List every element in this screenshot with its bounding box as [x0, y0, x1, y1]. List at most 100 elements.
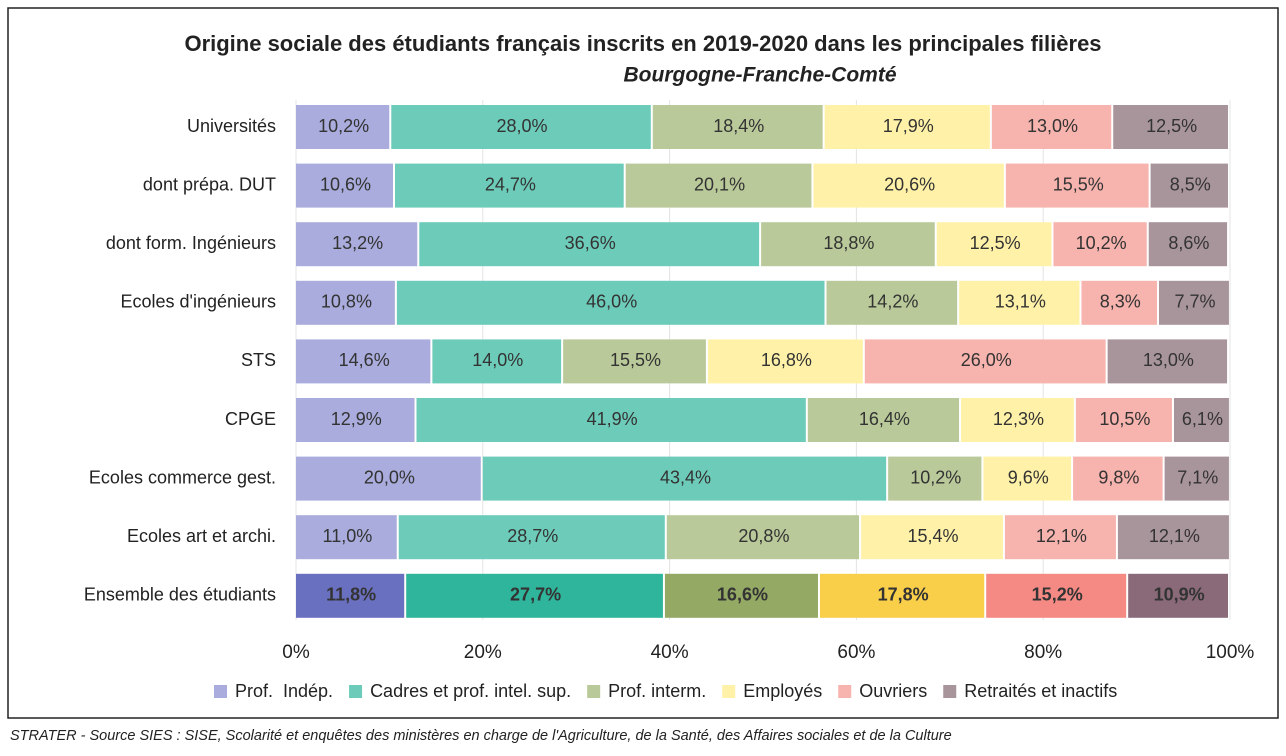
data-label: 9,6%	[1008, 467, 1049, 487]
bar-segment	[819, 573, 985, 618]
bar-segment	[983, 456, 1072, 501]
bar-segment	[482, 456, 887, 501]
bar-segment	[813, 163, 1004, 208]
bar-segment	[761, 222, 935, 267]
y-tick-label: Ecoles commerce gest.	[89, 467, 276, 487]
data-label: 12,9%	[331, 409, 382, 429]
legend-label: Cadres et prof. intel. sup.	[370, 681, 571, 701]
data-label: 8,3%	[1100, 292, 1141, 312]
data-label: 20,0%	[364, 467, 415, 487]
data-label: 12,5%	[970, 233, 1021, 253]
data-label: 7,7%	[1174, 292, 1215, 312]
source: STRATER - Source SIES : SISE, Scolarité …	[10, 728, 952, 744]
chart-title: Origine sociale des étudiants français i…	[184, 31, 1101, 56]
x-tick-label: 60%	[837, 642, 875, 663]
data-label: 14,2%	[867, 292, 918, 312]
bar-segment	[296, 573, 405, 618]
data-label: 13,1%	[995, 292, 1046, 312]
bar-segment	[1075, 398, 1172, 442]
x-tick-label: 80%	[1024, 642, 1062, 663]
data-label: 7,1%	[1177, 467, 1218, 487]
data-label: 15,4%	[907, 526, 958, 546]
bar-segment	[807, 398, 960, 442]
data-label: 28,0%	[497, 116, 548, 136]
data-label: 18,4%	[713, 116, 764, 136]
bar-segment	[296, 105, 390, 149]
data-label: 36,6%	[565, 233, 616, 253]
data-label: 9,8%	[1098, 467, 1139, 487]
legend-swatch	[838, 685, 852, 698]
bar-segment	[1107, 339, 1228, 384]
bar-segment	[406, 573, 663, 618]
bar-segment	[861, 515, 1003, 560]
bar-segment	[888, 456, 982, 501]
bar-segment	[1005, 163, 1149, 208]
data-label: 18,8%	[823, 233, 874, 253]
bar-segment	[416, 398, 806, 442]
legend-label: Prof. interm.	[608, 681, 706, 701]
y-tick-label: dont prépa. DUT	[143, 174, 276, 194]
bar-segment	[391, 105, 651, 149]
data-label: 8,5%	[1170, 174, 1211, 194]
bar-segment	[398, 515, 665, 560]
data-label: 8,6%	[1168, 233, 1209, 253]
bar-segment	[1117, 515, 1229, 560]
data-label: 15,5%	[1053, 174, 1104, 194]
y-tick-label: Universités	[187, 116, 276, 136]
bar-segment	[666, 515, 860, 560]
bar-segment	[296, 222, 418, 267]
data-label: 12,3%	[993, 409, 1044, 429]
y-tick-label: Ensemble des étudiants	[84, 585, 276, 605]
legend-swatch	[349, 685, 363, 698]
data-label: 15,2%	[1032, 585, 1083, 605]
bar-segment	[824, 105, 990, 149]
data-label: 14,0%	[472, 350, 523, 370]
data-label: 13,0%	[1027, 116, 1078, 136]
data-label: 10,8%	[321, 292, 372, 312]
legend-label: Retraités et inactifs	[964, 681, 1117, 701]
bar-segment	[959, 280, 1080, 325]
data-label: 16,4%	[859, 409, 910, 429]
chart-subtitle: Bourgogne-Franche-Comté	[624, 64, 897, 87]
data-label: 14,6%	[339, 350, 390, 370]
legend-label: Ouvriers	[859, 681, 927, 701]
data-label: 20,6%	[884, 174, 935, 194]
data-label: 16,8%	[761, 350, 812, 370]
bar-segment	[1053, 222, 1147, 267]
legend-swatch	[587, 685, 601, 698]
bar-segment	[986, 573, 1127, 618]
bar-segment	[864, 339, 1106, 384]
y-tick-label: STS	[241, 350, 276, 370]
data-label: 13,0%	[1143, 350, 1194, 370]
x-tick-label: 20%	[464, 642, 502, 663]
bar-segment	[652, 105, 823, 149]
data-label: 12,1%	[1149, 526, 1200, 546]
data-label: 43,4%	[660, 467, 711, 487]
data-label: 11,0%	[323, 526, 373, 546]
bar-segment	[625, 163, 812, 208]
data-label: 17,9%	[883, 116, 934, 136]
data-label: 24,7%	[485, 174, 536, 194]
y-tick-label: Ecoles d'ingénieurs	[120, 292, 276, 312]
bar-segment	[296, 339, 431, 384]
legend-label: Prof. Indép.	[235, 681, 333, 701]
data-label: 11,8%	[326, 585, 376, 605]
bar-segment	[563, 339, 706, 384]
x-tick-label: 100%	[1206, 642, 1255, 663]
bar-segment	[1128, 573, 1228, 618]
bar-segment	[664, 573, 818, 618]
data-label: 10,5%	[1099, 409, 1150, 429]
y-tick-label: dont form. Ingénieurs	[106, 233, 276, 253]
bar-segment	[395, 163, 624, 208]
bar-segment	[1113, 105, 1228, 149]
bar-segment	[296, 515, 397, 560]
data-label: 20,8%	[738, 526, 789, 546]
data-label: 41,9%	[587, 409, 638, 429]
x-tick-label: 0%	[282, 642, 310, 663]
bar-segment	[826, 280, 958, 325]
bar-segment	[1004, 515, 1116, 560]
bar-segment	[1173, 398, 1229, 442]
data-label: 20,1%	[694, 174, 745, 194]
data-label: 10,2%	[1076, 233, 1127, 253]
bar-segment	[707, 339, 863, 384]
